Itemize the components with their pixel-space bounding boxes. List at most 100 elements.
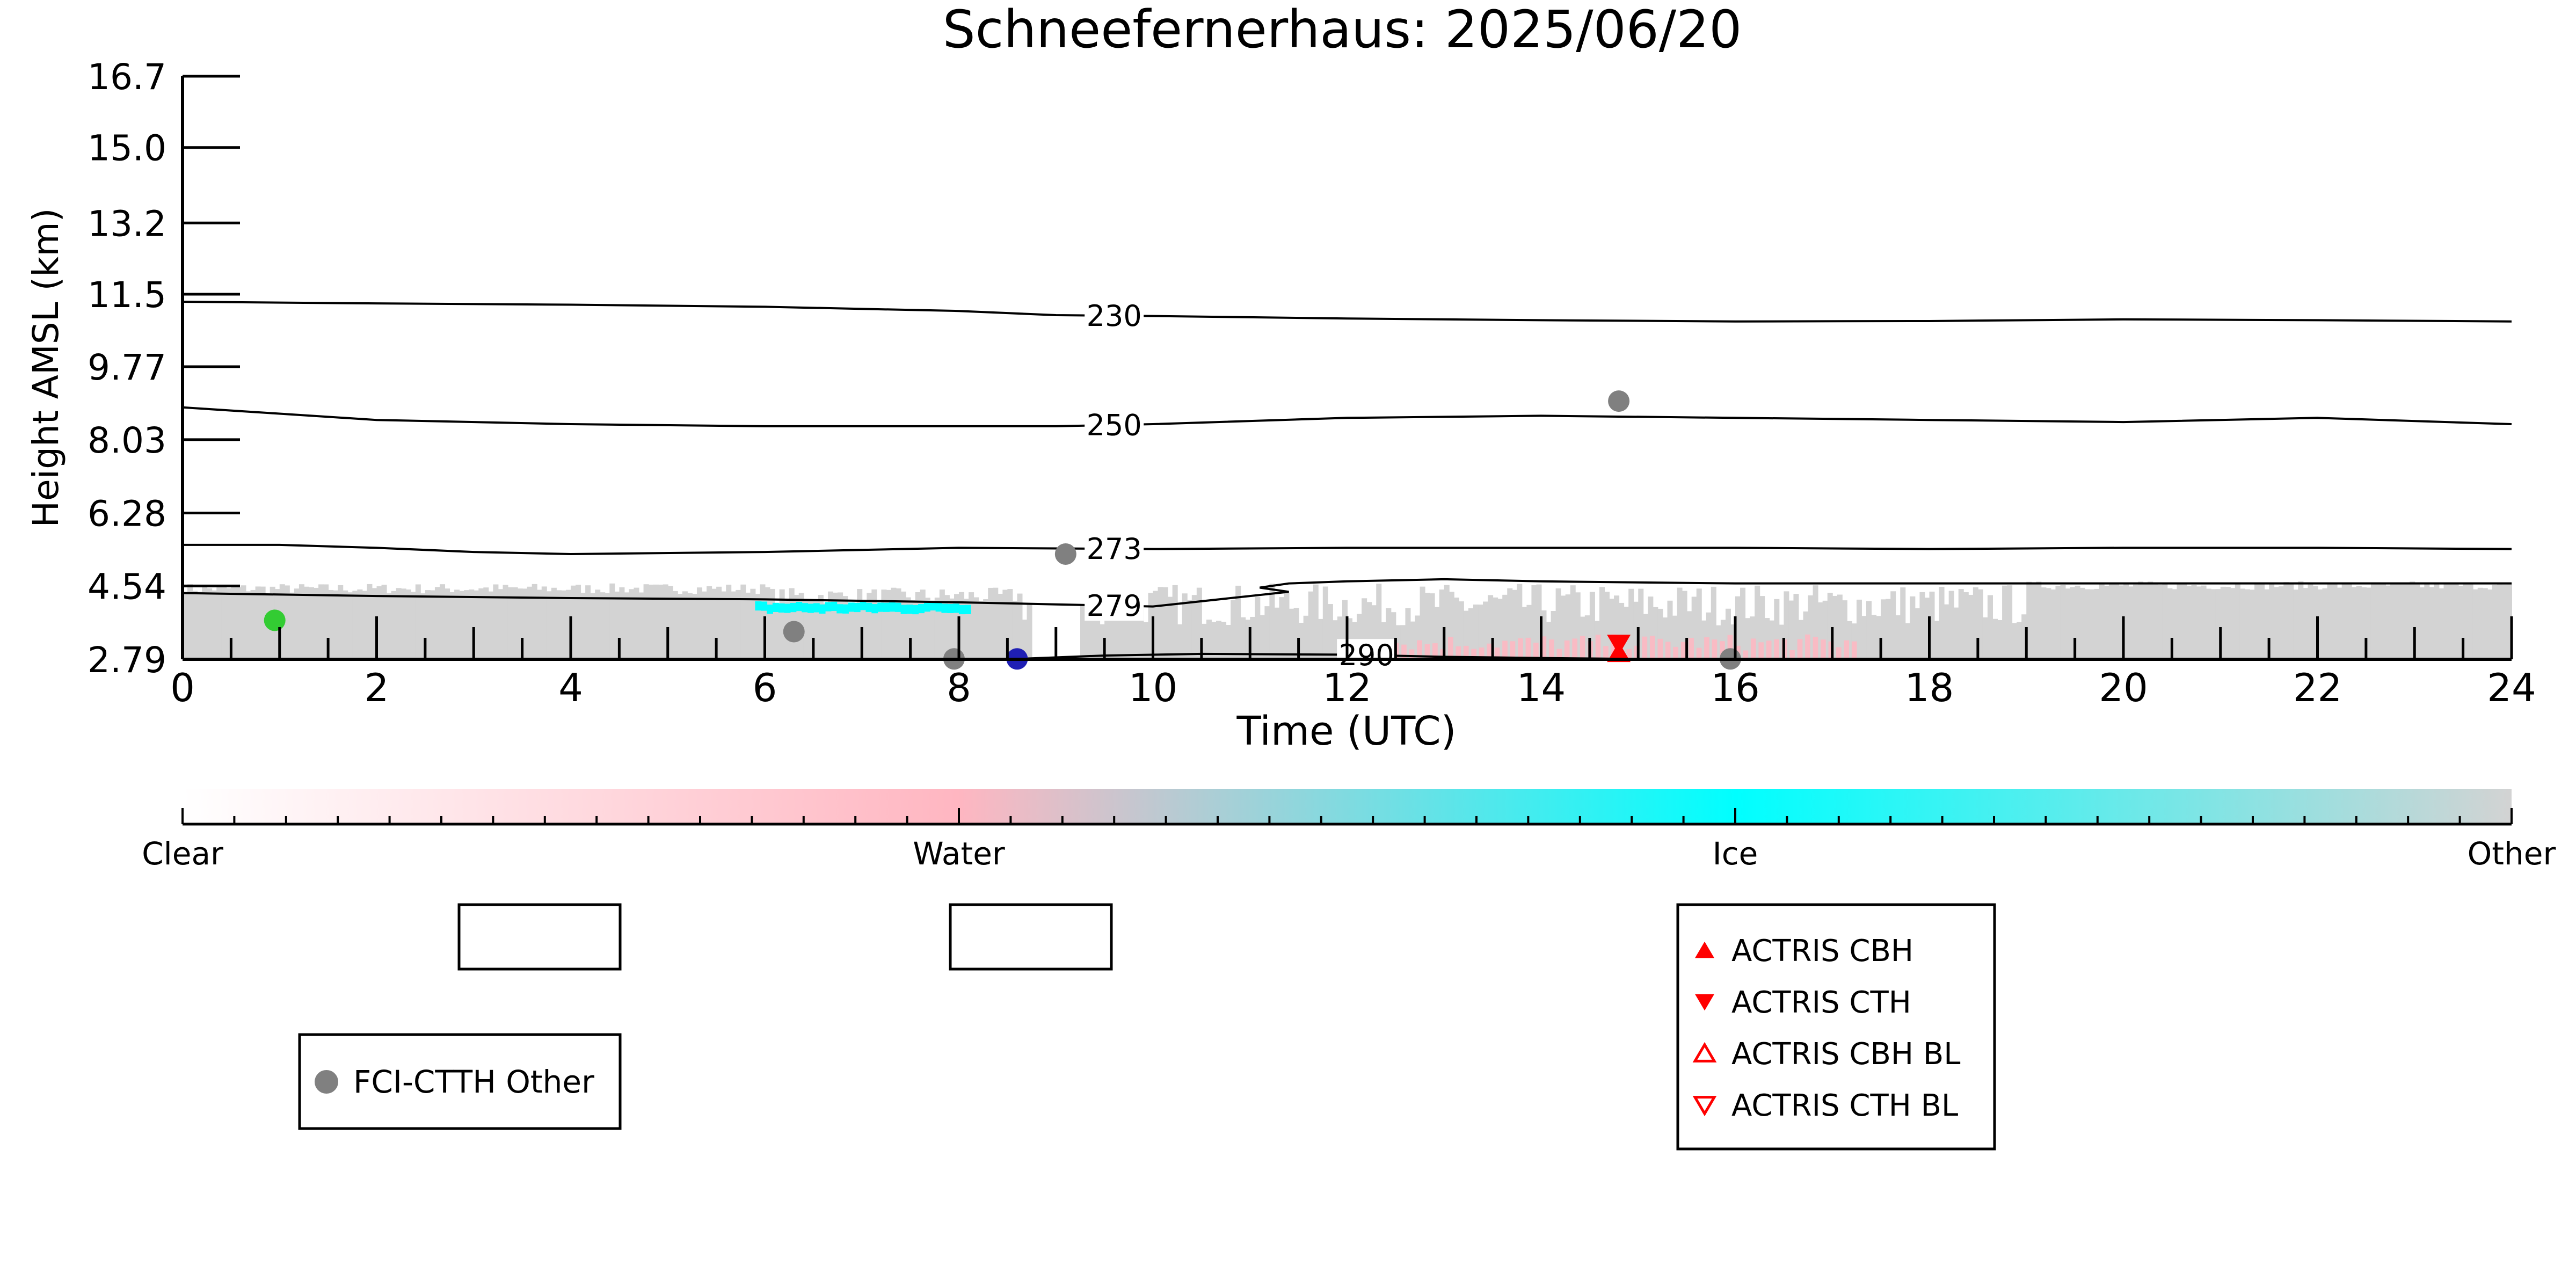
cloud-other-column-458	[2453, 583, 2459, 659]
cloud-other-column-368	[2017, 622, 2022, 659]
cloud-other-column-366	[2007, 585, 2013, 659]
cloud-other-column-313	[1750, 616, 1756, 659]
cloud-other-column-179	[1100, 624, 1105, 659]
cloud-other-column-423	[2283, 582, 2289, 659]
cloud-other-column-1	[187, 584, 193, 659]
cloud-ice-cell-4	[778, 603, 785, 613]
x-tick-label-7: 14	[1517, 665, 1566, 710]
cloud-other-column-325	[1808, 595, 1814, 659]
cloud-other-column-272	[1551, 610, 1556, 659]
cloud-other-column-217	[1284, 593, 1290, 659]
legend-fci-label: FCI-CTTH Other	[353, 1064, 594, 1100]
cloud-water-cell-29	[1611, 634, 1617, 659]
cloud-other-column-169	[1002, 590, 1008, 659]
cloud-other-column-377	[2060, 585, 2066, 659]
cloud-other-column-36	[357, 589, 363, 659]
cloud-other-column-463	[2477, 587, 2483, 659]
cloud-other-column-215	[1274, 607, 1280, 659]
cloud-other-column-59	[469, 589, 475, 659]
cloud-other-column-336	[1861, 616, 1867, 659]
legend-actris-box	[1676, 903, 1996, 1151]
contour-label-273: 273	[1087, 532, 1142, 566]
cloud-other-column-53	[439, 584, 446, 659]
cloud-other-column-210	[1250, 616, 1256, 659]
cloud-water-cell-34	[1649, 636, 1655, 659]
cloud-ice-cell-36	[964, 605, 971, 614]
cloud-other-column-75	[546, 591, 552, 659]
cloud-other-column-285	[1614, 595, 1620, 659]
cloud-other-column-30	[328, 590, 334, 659]
cloud-other-column-327	[1817, 602, 1823, 659]
cloud-other-column-312	[1745, 618, 1751, 659]
cloud-other-column-454	[2434, 582, 2440, 659]
cloud-other-column-96	[648, 584, 654, 659]
cloud-other-column-444	[2385, 585, 2391, 659]
cloud-other-column-298	[1677, 587, 1683, 659]
cloud-other-column-348	[1919, 592, 1925, 659]
cloud-other-column-277	[1575, 592, 1581, 659]
cloud-water-cell-8	[1447, 637, 1453, 659]
x-axis-label: Time (UTC)	[1236, 708, 1456, 754]
cloud-other-column-241	[1400, 625, 1406, 659]
cloud-other-column-57	[459, 591, 465, 659]
cloud-other-column-269	[1536, 584, 1542, 659]
cloud-other-column-389	[2118, 585, 2124, 659]
cloud-other-column-78	[561, 590, 566, 659]
cloud-other-column-369	[2021, 614, 2027, 659]
cloud-ice-cell-2	[767, 605, 773, 614]
cloud-other-column-188	[1143, 622, 1149, 659]
cloud-other-column-329	[1827, 593, 1833, 659]
cloud-other-column-88	[609, 583, 615, 659]
cloud-other-column-152	[920, 590, 926, 659]
cloud-other-column-93	[634, 587, 639, 659]
cloud-water-cell-3	[1409, 649, 1415, 659]
cloud-other-column-121	[769, 588, 775, 659]
cloud-other-column-445	[2390, 582, 2396, 659]
cloud-other-column-56	[454, 590, 460, 659]
cloud-other-column-390	[2123, 584, 2129, 659]
cloud-other-column-467	[2497, 583, 2502, 659]
cloud-water-cell-18	[1525, 637, 1531, 659]
cloud-other-column-202	[1211, 622, 1217, 659]
cloud-other-column-402	[2181, 584, 2187, 659]
cloud-other-column-135	[838, 592, 843, 659]
cloud-other-column-145	[886, 590, 892, 659]
cloud-other-column-236	[1376, 584, 1382, 659]
cloud-other-column-207	[1235, 585, 1241, 659]
cloud-water-cell-41	[1704, 637, 1709, 659]
cloud-other-column-422	[2279, 586, 2284, 659]
x-tick-label-11: 22	[2293, 665, 2342, 710]
cloud-other-column-252	[1453, 598, 1459, 659]
cloud-other-column-31	[333, 590, 339, 659]
cloud-other-column-58	[464, 590, 470, 659]
cloud-other-column-263	[1507, 588, 1513, 659]
contour-279	[182, 578, 2512, 608]
cloud-other-column-195	[1177, 624, 1183, 659]
cloud-other-column-375	[2050, 589, 2056, 659]
cloud-other-column-212	[1260, 615, 1265, 659]
cloud-ice-cell-32	[941, 603, 948, 613]
cloud-ice-cell-33	[947, 603, 954, 613]
cloud-other-column-199	[1196, 587, 1202, 659]
cloud-ice-cell-29	[923, 602, 930, 612]
cloud-other-column-81	[576, 585, 581, 659]
cloud-other-column-280	[1589, 592, 1595, 659]
cloud-other-column-76	[551, 587, 557, 659]
cloud-other-column-296	[1667, 600, 1673, 659]
cloud-other-column-427	[2303, 588, 2309, 659]
cloud-other-column-48	[415, 584, 421, 659]
cloud-other-column-38	[367, 584, 373, 659]
cloud-other-column-2	[192, 591, 198, 659]
cloud-other-column-16	[260, 586, 266, 659]
cloud-water-cell-25	[1580, 636, 1585, 659]
cloud-other-column-288	[1628, 588, 1634, 659]
cloud-other-column-376	[2055, 586, 2061, 659]
cloud-water-cell-49	[1766, 641, 1772, 659]
cloud-other-column-228	[1337, 616, 1343, 659]
cloud-ice-cell-31	[935, 602, 942, 612]
cloud-other-column-11	[236, 587, 242, 659]
cloud-other-column-321	[1788, 600, 1794, 659]
cloud-other-column-155	[934, 598, 940, 659]
cloud-other-column-441	[2370, 582, 2376, 659]
cloud-other-column-40	[376, 586, 382, 659]
